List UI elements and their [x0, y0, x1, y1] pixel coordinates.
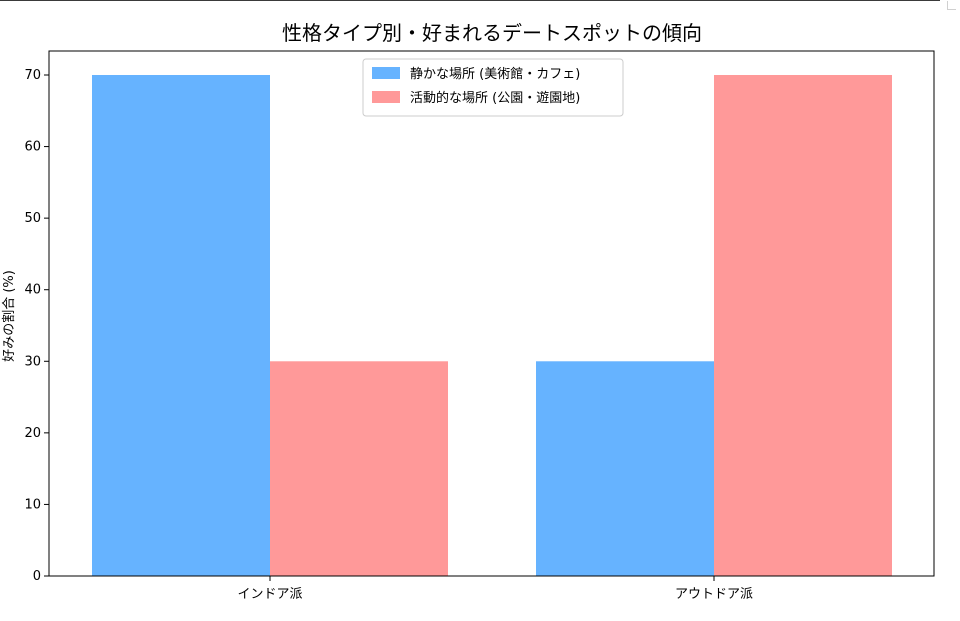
x-tick-label: アウトドア派 — [675, 587, 753, 602]
legend-label: 静かな場所 (美術館・カフェ) — [410, 67, 580, 82]
y-tick-label: 70 — [24, 68, 41, 83]
x-tick-label: インドア派 — [237, 587, 302, 602]
y-axis-label: 好みの割合 (%) — [1, 270, 17, 362]
legend: 静かな場所 (美術館・カフェ) 活動的な場所 (公園・遊園地) — [362, 58, 624, 117]
y-tick-label: 60 — [24, 140, 41, 155]
x-axis-ticks: インドア派 アウトドア派 — [237, 576, 753, 602]
window-top-border — [0, 0, 940, 1]
y-tick-label: 40 — [24, 283, 41, 298]
bar — [92, 75, 270, 576]
legend-swatch — [372, 67, 400, 79]
legend-items: 静かな場所 (美術館・カフェ) 活動的な場所 (公園・遊園地) — [372, 67, 580, 106]
y-tick-label: 20 — [24, 426, 41, 441]
y-axis-ticks: 0 10 20 30 40 50 60 70 — [24, 68, 49, 584]
plot-area-frame — [48, 50, 935, 577]
y-tick-label: 30 — [24, 354, 41, 369]
bar — [536, 361, 714, 576]
bar — [714, 75, 892, 576]
legend-swatch — [372, 91, 400, 103]
y-tick-label: 50 — [24, 211, 41, 226]
y-tick-label: 0 — [33, 569, 41, 584]
y-tick-label: 10 — [24, 497, 41, 512]
chart-title: 性格タイプ別・好まれるデートスポットの傾向 — [282, 21, 702, 45]
bars-group — [92, 75, 892, 576]
window-corner-mark — [947, 1, 956, 10]
legend-box — [362, 58, 624, 117]
bar — [270, 361, 448, 576]
legend-label: 活動的な場所 (公園・遊園地) — [410, 90, 580, 106]
